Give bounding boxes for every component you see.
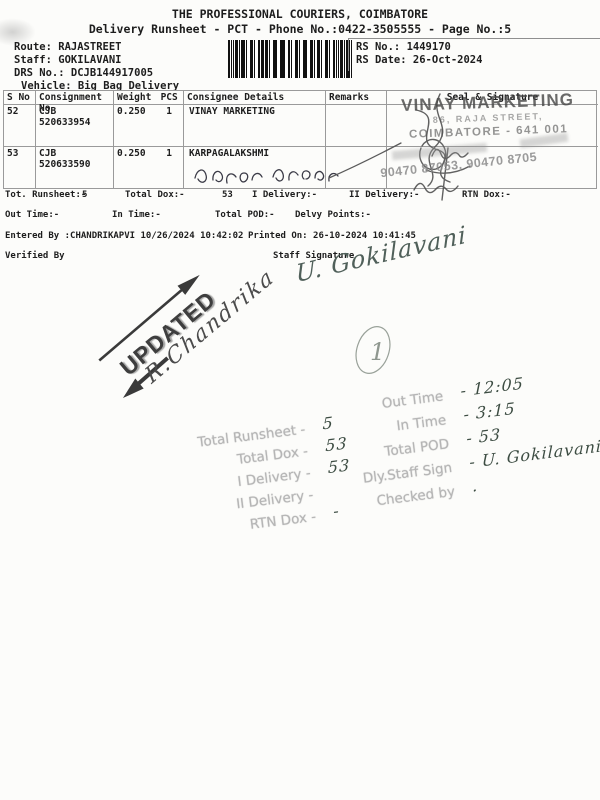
drs-value: DCJB144917005	[70, 67, 154, 79]
circled-one-mark: 1	[355, 326, 391, 374]
remarks-tick-mark	[328, 142, 402, 179]
scan-smudge	[0, 18, 36, 46]
handwritten-value: 5	[322, 412, 334, 434]
cell-weight: 0.250	[117, 106, 146, 117]
rs-box-top-border	[348, 38, 600, 39]
col-header-pcs: PCS	[160, 92, 178, 103]
signature-labels-line: Verified By Staff Signature	[0, 251, 600, 264]
col-header-seal: Seal & Signature	[387, 91, 598, 105]
staff-label: Staff:	[14, 54, 52, 66]
stamp-arrow-bottom	[122, 356, 169, 399]
updated-stamp: UPDATED	[96, 266, 236, 399]
tot-runsheet-label: Tot. Runsheet:-	[5, 190, 87, 200]
manual-summary-right: Out Time - 12:05 In Time - 3:15 Total PO…	[335, 367, 600, 518]
tot-runsheet-value: 5	[82, 190, 88, 200]
times-line: Out Time:- In Time:- Total POD:- Delvy P…	[0, 210, 600, 223]
cell-weight-pcs: 0.250 1	[114, 105, 184, 147]
drs-line: DRS No.: DCJB144917005	[14, 67, 153, 79]
cell-seal	[387, 105, 598, 147]
total-dox-value: 53	[222, 190, 233, 200]
vehicle-line: Vehicle: Big Bag Delivery	[21, 80, 179, 92]
total-dox-label: Total Dox:-	[125, 190, 185, 200]
rs-box-left-border	[348, 38, 349, 71]
vehicle-value: Big Bag Delivery	[77, 80, 180, 92]
handwritten-value: -	[332, 500, 340, 521]
rs-no-line: RS No.: 1449170	[356, 41, 451, 53]
rs-date-value: 26-Oct-2024	[412, 54, 483, 66]
rtn-dox-label: RTN Dox:-	[462, 190, 511, 200]
cell-consignee: KARPAGALAKSHMI	[184, 147, 339, 188]
staff-line: Staff: GOKILAVANI	[14, 54, 121, 66]
printed-on-text: Printed On: 26-10-2024 10:41:45	[248, 231, 416, 241]
in-time-label: In Time:-	[112, 210, 161, 220]
handwritten-value: .	[471, 475, 479, 496]
rs-no-value: 1449170	[406, 41, 451, 53]
consignment-table: S No Consignment No Weight PCS Consignee…	[3, 90, 598, 189]
handwritten-value: - 12:05	[460, 373, 524, 401]
rs-date-line: RS Date: 26-Oct-2024	[356, 54, 482, 66]
cell-weight-pcs: 0.250 1	[114, 147, 184, 188]
barcode	[228, 40, 352, 78]
staff-value: GOKILAVANI	[58, 54, 122, 66]
route-line: Route: RAJASTREET	[14, 41, 121, 53]
handwritten-value: - 53	[465, 424, 501, 449]
cell-sno: 53	[4, 147, 36, 188]
rs-date-label: RS Date:	[356, 54, 407, 66]
cell-weight: 0.250	[117, 148, 146, 159]
entered-by-text: Entered By :CHANDRIKAPVI 10/26/2024 10:4…	[5, 231, 244, 241]
page-title: THE PROFESSIONAL COURIERS, COIMBATORE	[171, 7, 429, 21]
cell-consignee: VINAY MARKETING	[184, 105, 326, 147]
totals-line: Tot. Runsheet:- 5 Total Dox:- 53 I Deliv…	[0, 190, 600, 203]
cell-pcs: 1	[166, 106, 173, 117]
tamil-handwriting-note	[194, 169, 339, 184]
cell-remarks	[326, 105, 387, 147]
cell-pcs: 1	[166, 148, 173, 159]
col-header-weight-pcs: Weight PCS	[114, 91, 184, 105]
stamp-arrow-top	[98, 274, 200, 362]
route-label: Route:	[14, 41, 52, 53]
drs-label: DRS No.:	[14, 67, 65, 79]
manual-summary-left: Total Runsheet - 5 Total Dox - 53 I Deli…	[155, 412, 357, 546]
out-time-label: Out Time:-	[5, 210, 60, 220]
route-value: RAJASTREET	[58, 41, 122, 53]
page-subtitle: Delivery Runsheet - PCT - Phone No.:0422…	[88, 22, 512, 36]
rs-no-label: RS No.:	[356, 41, 401, 53]
cell-sno: 52	[4, 105, 36, 147]
col-header-weight: Weight	[117, 92, 152, 103]
audit-line: Entered By :CHANDRIKAPVI 10/26/2024 10:4…	[0, 231, 600, 244]
ii-delivery-label: II Delivery:-	[349, 190, 420, 200]
delvy-points-label: Delvy Points:-	[295, 210, 371, 220]
cell-remarks	[326, 147, 387, 188]
manual-summary-block: Total Runsheet - 5 Total Dox - 53 I Deli…	[138, 368, 600, 562]
staff-signature-label: Staff Signature	[273, 251, 355, 261]
col-header-remarks: Remarks	[326, 91, 387, 105]
col-header-consignment: Consignment No	[36, 91, 114, 114]
cell-consignment-no: CJB 520633590	[36, 147, 114, 188]
vehicle-label: Vehicle:	[21, 80, 72, 92]
verified-by-label: Verified By	[5, 251, 65, 261]
receiver-signature-scribble	[413, 93, 471, 201]
i-delivery-label: I Delivery:-	[252, 190, 318, 200]
total-pod-label: Total POD:-	[215, 210, 275, 220]
svg-text:1: 1	[370, 338, 385, 366]
col-header-sno: S No	[4, 91, 36, 105]
cell-consignment-no: CJB 520633954	[36, 105, 114, 147]
col-header-consignee: Consignee Details	[184, 91, 326, 105]
consignee-name: KARPAGALAKSHMI	[189, 148, 270, 159]
